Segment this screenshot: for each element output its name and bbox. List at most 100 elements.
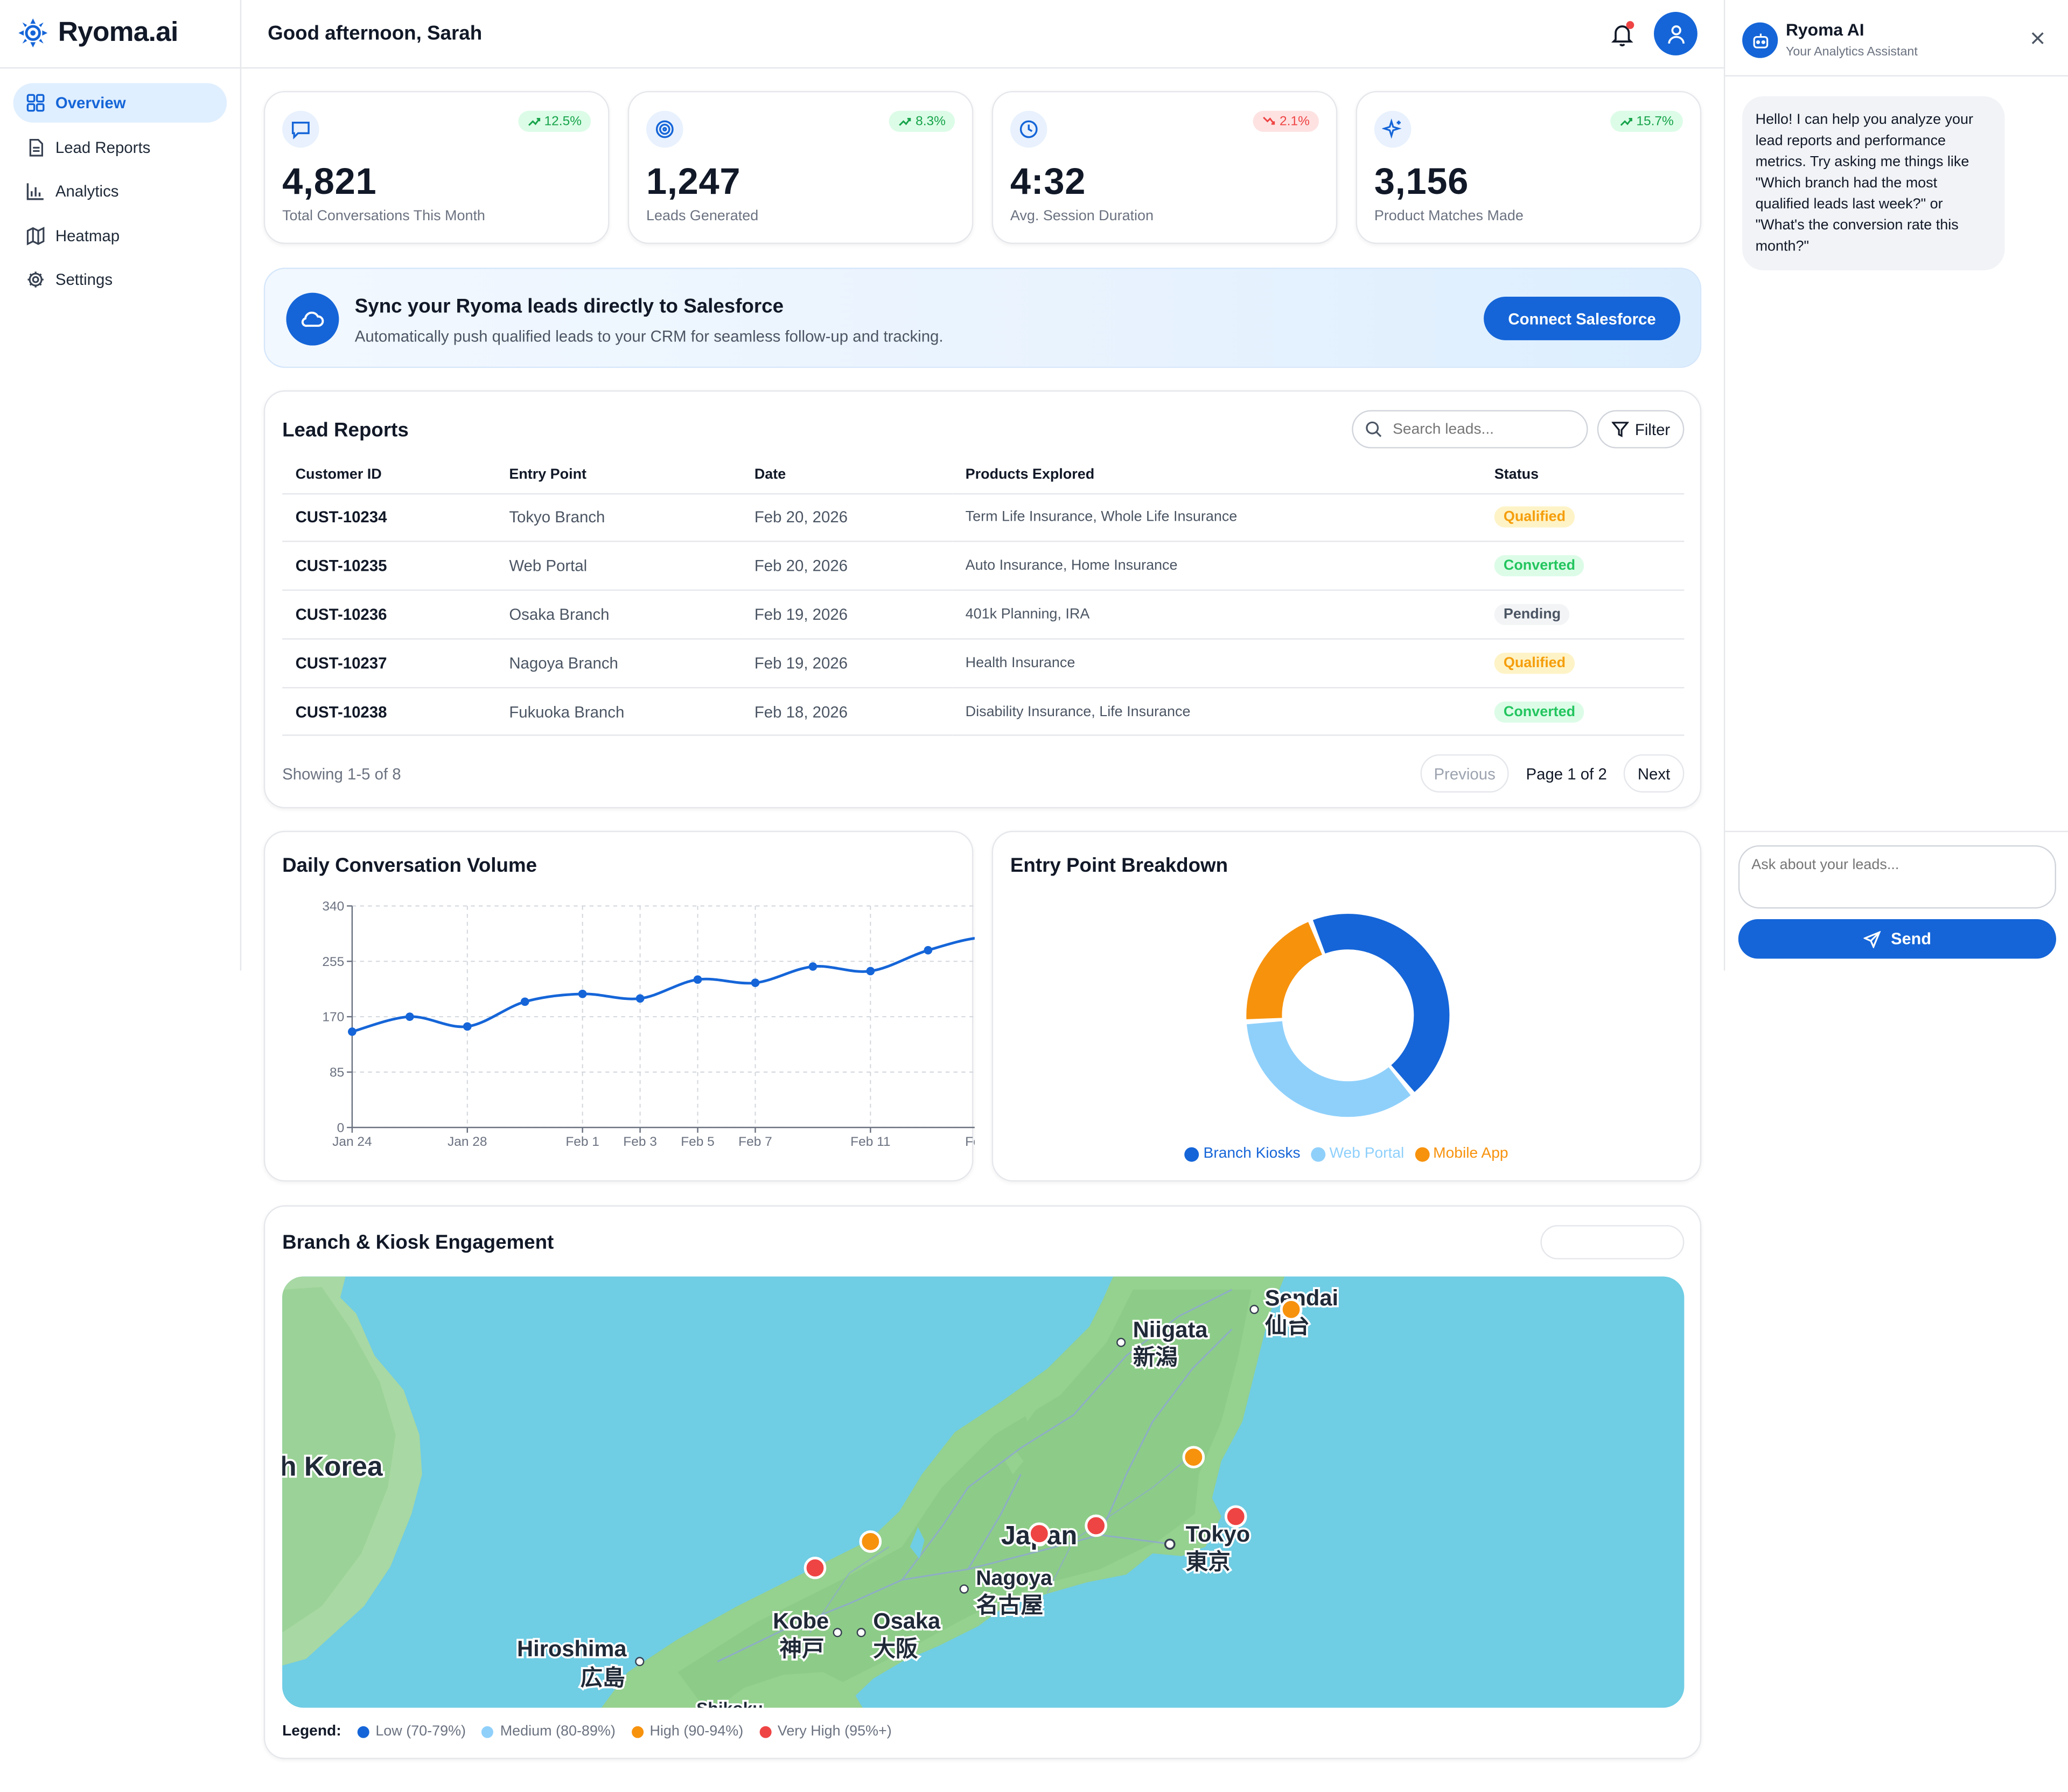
sparkle-icon bbox=[1374, 110, 1412, 148]
next-page-button[interactable]: Next bbox=[1623, 754, 1685, 793]
x-tick-label: Feb 15 bbox=[965, 1135, 975, 1149]
table-row[interactable]: CUST-10234 Tokyo Branch Feb 20, 2026 Term L… bbox=[282, 493, 1685, 543]
search-box[interactable] bbox=[1352, 410, 1588, 449]
sidebar-item-overview[interactable]: Overview bbox=[13, 83, 227, 123]
engagement-marker[interactable] bbox=[1280, 1298, 1303, 1321]
connect-salesforce-button[interactable]: Connect Salesforce bbox=[1484, 297, 1681, 340]
donut-slice[interactable] bbox=[1312, 914, 1450, 1092]
filter-button[interactable]: Filter bbox=[1597, 410, 1685, 449]
sidebar-item-heatmap[interactable]: Heatmap bbox=[13, 215, 227, 255]
data-point[interactable] bbox=[348, 1027, 357, 1036]
stat-label: Total Conversations This Month bbox=[282, 208, 485, 225]
engagement-marker[interactable] bbox=[1182, 1446, 1205, 1468]
engagement-marker[interactable] bbox=[1224, 1505, 1247, 1528]
products-cell: Auto Insurance, Home Insurance bbox=[952, 542, 1482, 591]
column-header[interactable]: Entry Point bbox=[495, 456, 742, 494]
japan-map[interactable]: h Korea Japan Sendai 仙台 Niigata 新潟 Tokyo… bbox=[282, 1276, 1685, 1708]
avatar[interactable] bbox=[1654, 12, 1697, 55]
previous-page-button[interactable]: Previous bbox=[1420, 754, 1509, 793]
stat-value: 4:32 bbox=[1010, 160, 1086, 202]
bell-icon[interactable] bbox=[1608, 20, 1637, 49]
sidebar-item-lead-reports[interactable]: Lead Reports bbox=[13, 127, 227, 166]
assistant-subtitle: Your Analytics Assistant bbox=[1785, 45, 1918, 60]
status-badge: Qualified bbox=[1494, 652, 1575, 674]
map-label-korea: h Korea bbox=[282, 1450, 383, 1481]
legend-label: Branch Kiosks bbox=[1203, 1146, 1301, 1162]
table-header-row: Customer ID Entry Point Date Products Ex… bbox=[282, 456, 1685, 494]
x-tick-label: Jan 24 bbox=[332, 1135, 372, 1149]
close-icon[interactable] bbox=[2029, 29, 2047, 47]
status-badge: Qualified bbox=[1494, 507, 1575, 528]
engagement-marker[interactable] bbox=[1085, 1514, 1107, 1537]
donut-slice[interactable] bbox=[1246, 922, 1322, 1019]
data-point[interactable] bbox=[520, 997, 529, 1006]
customer-id-cell: CUST-10235 bbox=[282, 542, 496, 591]
data-point[interactable] bbox=[635, 994, 645, 1003]
trend-badge: 2.1% bbox=[1253, 110, 1319, 132]
search-icon bbox=[1366, 421, 1382, 437]
data-point[interactable] bbox=[924, 946, 933, 955]
customer-id-cell: CUST-10237 bbox=[282, 639, 496, 688]
date-cell: Feb 18, 2026 bbox=[741, 687, 953, 737]
engagement-marker[interactable] bbox=[804, 1557, 827, 1579]
sidebar-item-settings[interactable]: Settings bbox=[13, 260, 227, 299]
y-tick-label: 0 bbox=[337, 1121, 345, 1135]
lead-reports-card: Lead Reports Filter Customer ID Entry Po… bbox=[263, 390, 1702, 809]
table-row[interactable]: CUST-10235 Web Portal Feb 20, 2026 Auto Ins… bbox=[282, 542, 1685, 591]
map-legend-item: Very High (95%+) bbox=[759, 1724, 892, 1739]
engagement-marker[interactable] bbox=[859, 1530, 882, 1553]
column-header[interactable]: Products Explored bbox=[952, 456, 1482, 494]
lead-reports-title: Lead Reports bbox=[282, 419, 409, 442]
y-tick-label: 340 bbox=[322, 899, 344, 914]
search-input[interactable] bbox=[1393, 421, 1578, 437]
column-header[interactable]: Date bbox=[741, 456, 953, 494]
data-point[interactable] bbox=[693, 975, 702, 984]
data-point[interactable] bbox=[578, 989, 587, 998]
map-view-toggle[interactable] bbox=[1540, 1225, 1685, 1259]
map-canvas[interactable]: h Korea Japan Sendai 仙台 Niigata 新潟 Tokyo… bbox=[282, 1276, 1684, 1708]
bar-chart-icon bbox=[26, 183, 44, 200]
sidebar-item-label: Overview bbox=[55, 93, 126, 113]
column-header[interactable]: Status bbox=[1481, 456, 1685, 494]
table-row[interactable]: CUST-10237 Nagoya Branch Feb 19, 2026 Healt… bbox=[282, 639, 1685, 688]
sidebar-divider bbox=[0, 67, 240, 69]
map-label-hiroshima: Hiroshima bbox=[517, 1636, 627, 1661]
data-point[interactable] bbox=[808, 962, 818, 971]
data-point[interactable] bbox=[866, 967, 875, 976]
x-tick-label: Feb 11 bbox=[850, 1135, 890, 1149]
legend-swatch bbox=[1414, 1146, 1429, 1161]
column-header[interactable]: Customer ID bbox=[282, 456, 496, 494]
assistant-panel: Ryoma AI Your Analytics Assistant Hello!… bbox=[1723, 0, 2068, 971]
map-label-hiroshima-jp: 広島 bbox=[581, 1665, 625, 1690]
city-marker bbox=[856, 1628, 866, 1637]
line-chart-card: Daily Conversation Volume 0 85 170 255 340 Ja… bbox=[263, 830, 975, 1182]
city-marker bbox=[959, 1584, 969, 1594]
customer-id-cell: CUST-10238 bbox=[282, 687, 496, 737]
greeting: Good afternoon, Sarah bbox=[268, 22, 483, 45]
x-tick-label: Feb 1 bbox=[565, 1135, 599, 1149]
entry-point-cell: Tokyo Branch bbox=[495, 493, 742, 543]
status-cell: Converted bbox=[1481, 542, 1685, 591]
legend-label: Web Portal bbox=[1329, 1146, 1405, 1162]
sidebar-item-analytics[interactable]: Analytics bbox=[13, 171, 227, 211]
engagement-marker[interactable] bbox=[1028, 1522, 1051, 1545]
map-label-nagoya-jp: 名古屋 bbox=[976, 1592, 1043, 1618]
data-point[interactable] bbox=[751, 978, 760, 988]
chat-input[interactable] bbox=[1738, 845, 2056, 909]
data-point[interactable] bbox=[405, 1012, 414, 1021]
send-button[interactable]: Send bbox=[1738, 919, 2056, 959]
legend-item[interactable]: Mobile App bbox=[1414, 1146, 1508, 1162]
status-cell: Qualified bbox=[1481, 639, 1685, 688]
donut-slice[interactable] bbox=[1247, 1021, 1411, 1117]
trend-up-icon bbox=[1619, 117, 1632, 126]
filter-icon bbox=[1611, 422, 1629, 437]
table-row[interactable]: CUST-10236 Osaka Branch Feb 19, 2026 401k P… bbox=[282, 590, 1685, 640]
table-row[interactable]: CUST-10238 Fukuoka Branch Feb 18, 2026 Disa… bbox=[282, 687, 1685, 737]
legend-item[interactable]: Web Portal bbox=[1311, 1146, 1405, 1162]
send-icon bbox=[1863, 930, 1881, 948]
legend-item[interactable]: Branch Kiosks bbox=[1185, 1146, 1301, 1162]
data-point[interactable] bbox=[463, 1022, 472, 1031]
divider bbox=[1725, 75, 2068, 77]
logo[interactable]: Ryoma.ai bbox=[16, 16, 178, 50]
status-badge: Converted bbox=[1494, 555, 1585, 577]
